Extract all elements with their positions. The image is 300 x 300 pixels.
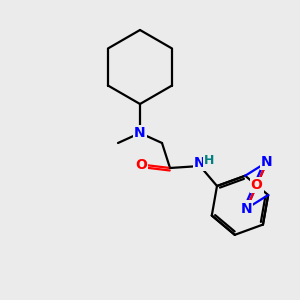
Text: O: O xyxy=(135,158,147,172)
Text: N: N xyxy=(194,156,206,170)
Text: N: N xyxy=(261,155,273,169)
Text: N: N xyxy=(241,202,252,215)
Text: N: N xyxy=(134,126,146,140)
Text: O: O xyxy=(251,178,262,192)
Text: H: H xyxy=(204,154,214,167)
